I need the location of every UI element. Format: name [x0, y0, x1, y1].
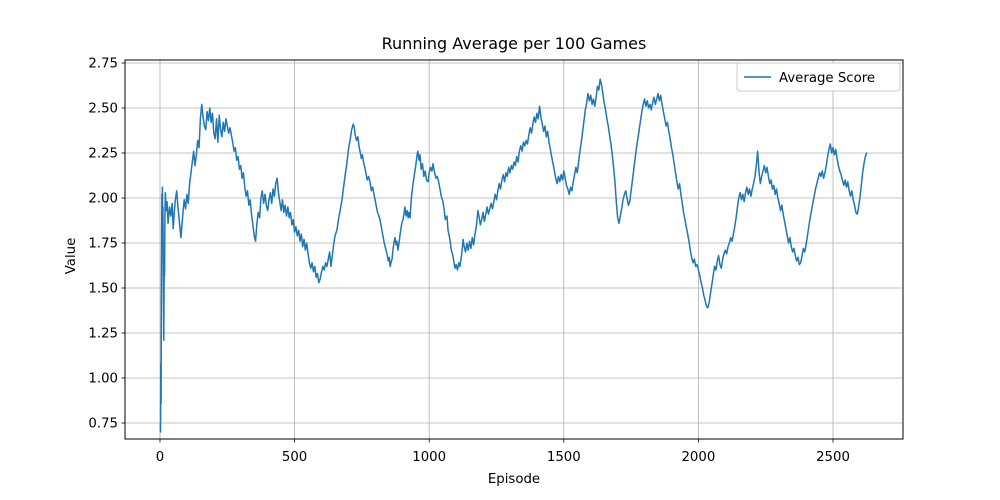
x-tick-label: 2500 — [816, 450, 850, 465]
y-tick-labels: 0.75 1.00 1.25 1.50 1.75 2.00 2.25 2.50 2.75 — [88, 57, 118, 432]
x-axis-label: Episode — [488, 472, 540, 487]
y-tick-label: 1.25 — [88, 327, 118, 342]
axis-ticks — [121, 62, 834, 443]
x-tick-label: 500 — [282, 450, 307, 465]
legend: Average Score — [736, 62, 901, 92]
x-tick-label: 1500 — [547, 450, 581, 465]
x-tick-label: 1000 — [412, 450, 446, 465]
y-tick-label: 2.25 — [88, 147, 118, 162]
y-tick-label: 2.50 — [88, 102, 118, 117]
plot-area-border — [124, 59, 904, 440]
x-tick-label: 0 — [156, 450, 164, 465]
x-tick-labels: 0 500 1000 1500 2000 2500 — [156, 450, 850, 465]
legend-label: Average Score — [779, 71, 875, 86]
y-tick-label: 1.75 — [88, 237, 118, 252]
y-tick-label: 1.00 — [88, 371, 118, 386]
y-tick-label: 0.75 — [88, 416, 118, 431]
x-tick-label: 2000 — [681, 450, 715, 465]
y-tick-label: 1.50 — [88, 282, 118, 297]
legend-frame — [736, 62, 901, 92]
grid-lines — [125, 60, 903, 439]
y-tick-label: 2.75 — [88, 57, 118, 72]
average-score-line — [159, 78, 868, 433]
y-tick-label: 2.00 — [88, 192, 118, 207]
y-axis-label: Value — [64, 238, 79, 275]
chart-title: Running Average per 100 Games — [382, 34, 647, 53]
